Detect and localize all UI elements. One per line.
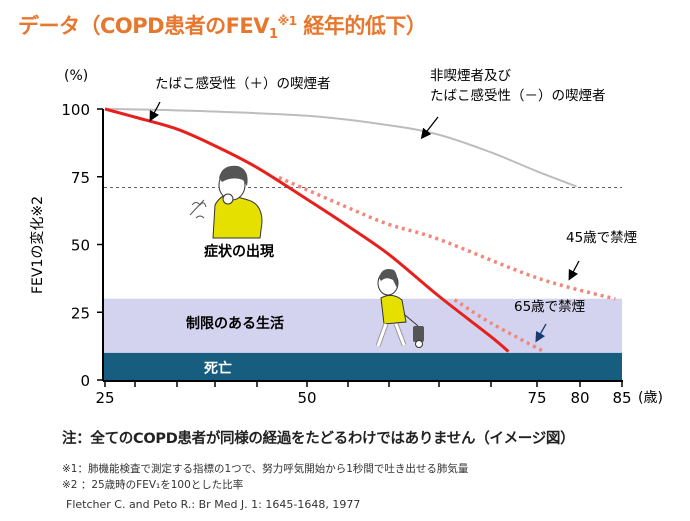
series-line-3 [453,298,545,354]
arrow-quit-45 [568,260,580,281]
arrow-quit-65 [535,323,547,343]
y-tick-label: 50 [71,237,90,255]
x-tick-label: 85 [612,389,631,407]
x-tick-label: 25 [95,389,114,407]
series-line-1 [104,107,510,353]
series-line-2 [278,175,616,301]
page-title: データ（COPD患者のFEV1※1 経年的低下） [18,14,427,43]
oxygen-walking-man-illustration [375,269,424,348]
label-smoker-plus: たばこ感受性（＋）の喫煙者 [155,75,331,92]
y-unit: (%) [64,68,88,84]
footnote-1: ※1：肺機能検査で測定する指標の1つで、努力呼気開始から1秒間で吐き出せる肺気量 [62,463,469,475]
footnote-2: ※2 ：25歳時のFEV₁を100とした比率 [62,479,244,491]
label-nonsmoker-line2: たばこ感受性（－）の喫煙者 [430,87,606,104]
label-symptoms: 症状の出現 [204,243,274,260]
y-tick-label: 0 [80,372,90,390]
y-axis-label: FEV1の変化※2 [29,196,46,294]
band-limited-life [104,298,622,353]
arrow-smoker-plus [149,101,161,122]
x-unit: (歳) [638,390,663,406]
arrow-nonsmoker [420,116,439,140]
x-tick-label: 80 [570,389,589,407]
note-text: 注：全てのCOPD患者が同様の経過をたどるわけではありません（イメージ図） [62,431,575,447]
y-tick-label: 75 [71,169,90,187]
x-tick-label: 50 [297,389,316,407]
y-tick-label: 25 [71,304,90,322]
citation: Fletcher C. and Peto R.: Br Med J. 1: 16… [66,498,361,511]
label-quit-45: 45歳で禁煙 [566,230,637,246]
y-tick-label: 100 [61,101,90,119]
coughing-man-illustration [189,165,263,239]
label-death: 死亡 [203,360,232,377]
band-death [104,352,622,380]
x-tick-label: 75 [527,389,546,407]
label-quit-65: 65歳で禁煙 [514,299,585,315]
label-nonsmoker-line1: 非喫煙者及び [430,68,511,84]
series-line-0 [104,108,577,188]
label-limited-life: 制限のある生活 [186,315,284,332]
